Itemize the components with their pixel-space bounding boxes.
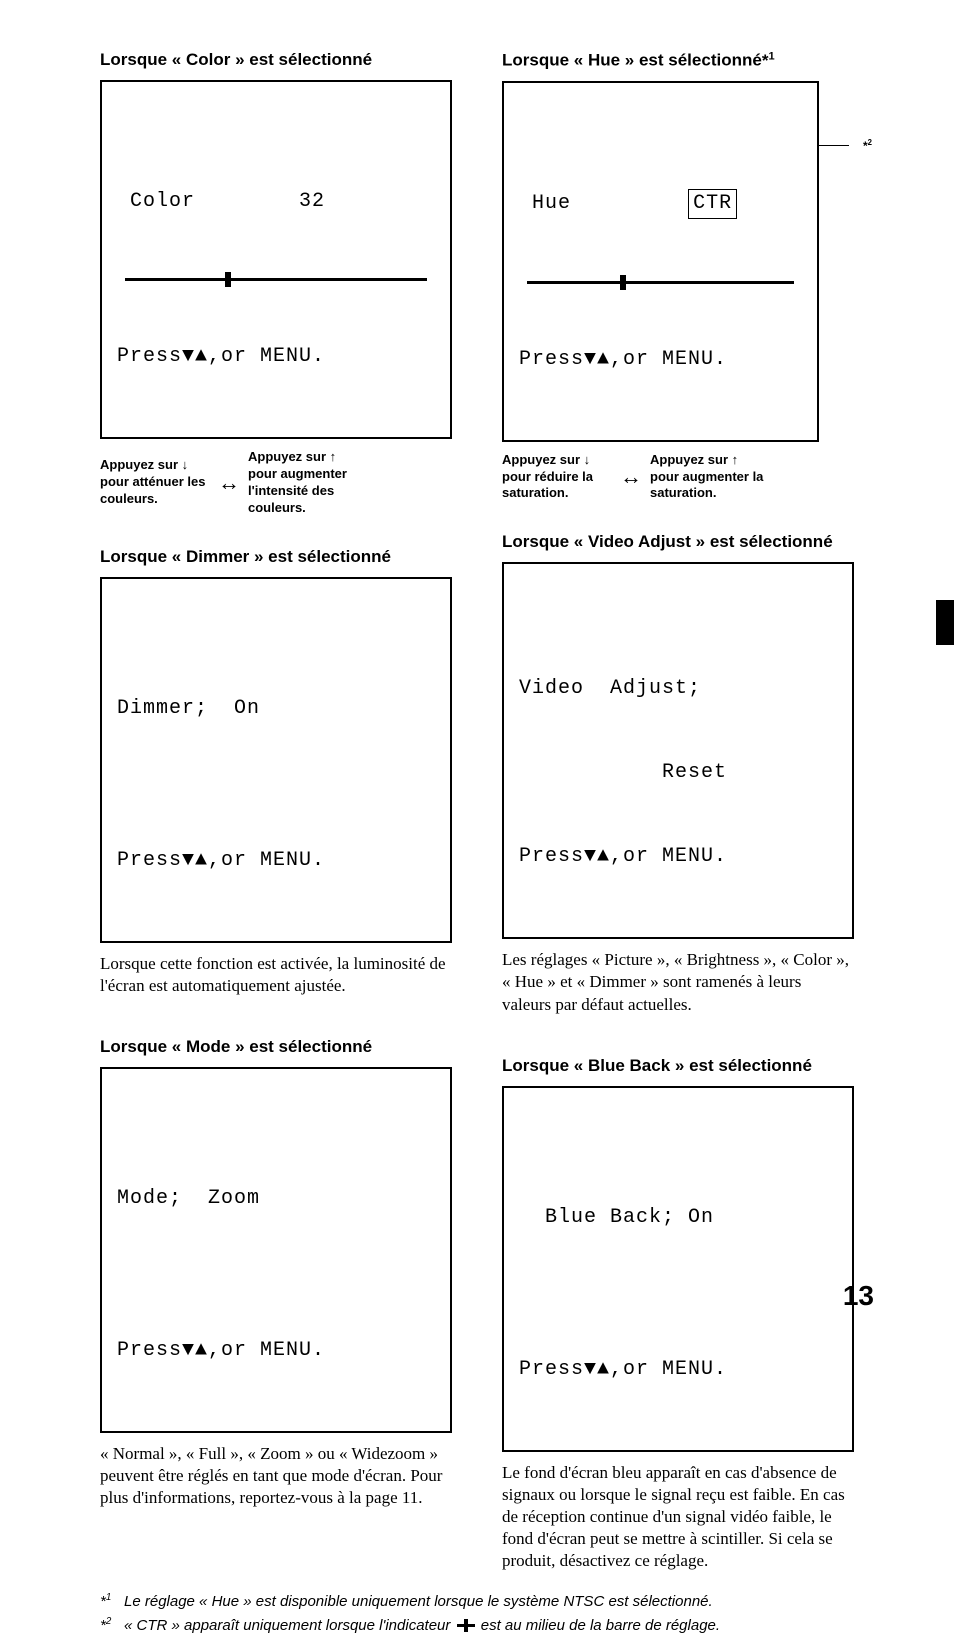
- hue-ctr-box: CTR: [688, 189, 737, 219]
- hue-title-suffix: *1: [762, 51, 775, 70]
- video-lcd-line1: Video Adjust;: [519, 675, 837, 703]
- hue-lcd-wrapper: Hue CTR Press▼▲,or MENU. *2: [502, 81, 854, 442]
- hue-title-text: Lorsque « Hue » est sélectionné: [502, 51, 762, 70]
- side-tab: [936, 600, 954, 645]
- slider-indicator-icon: [457, 1624, 475, 1627]
- color-instructions: Appuyez sur ↓ pour atténuer les couleurs…: [100, 449, 452, 517]
- mode-lcd-line: Mode; Zoom: [117, 1185, 435, 1213]
- video-lcd-line2: Reset: [519, 759, 837, 787]
- footnote-2-text: « CTR » apparaît uniquement lorsque l'in…: [124, 1616, 720, 1635]
- footnote-2: *2 « CTR » apparaît uniquement lorsque l…: [100, 1616, 854, 1635]
- two-column-layout: Lorsque « Color » est sélectionné Color …: [100, 50, 854, 1572]
- ctr-callout-line: [819, 145, 849, 146]
- color-lcd-row: Color 32: [117, 188, 435, 216]
- color-lcd-box: Color 32 Press▼▲,or MENU.: [100, 80, 452, 439]
- ctr-callout-label: *2: [863, 138, 872, 153]
- mode-lcd-press: Press▼▲,or MENU.: [117, 1337, 435, 1365]
- blue-section-title: Lorsque « Blue Back » est sélectionné: [502, 1056, 854, 1076]
- video-body-text: Les réglages « Picture », « Brightness »…: [502, 949, 854, 1015]
- footnote-1-mark: *1: [100, 1592, 124, 1612]
- hue-instr-right: Appuyez sur ↑ pour augmenter la saturati…: [650, 452, 770, 503]
- page-number: 13: [843, 1280, 874, 1312]
- blue-body-text: Le fond d'écran bleu apparaît en cas d'a…: [502, 1462, 854, 1572]
- hue-slider-thumb: [620, 275, 626, 290]
- harrow-icon: ↔: [620, 466, 642, 488]
- hue-instructions: Appuyez sur ↓ pour réduire la saturation…: [502, 452, 854, 503]
- hue-instr-left: Appuyez sur ↓ pour réduire la saturation…: [502, 452, 612, 503]
- video-lcd-box: Video Adjust; Reset Press▼▲,or MENU.: [502, 562, 854, 939]
- color-lcd-value: 32: [299, 190, 325, 213]
- hue-lcd-row: Hue CTR: [519, 189, 802, 219]
- hue-slider-track: [527, 281, 794, 284]
- harrow-icon: ↔: [218, 472, 240, 494]
- footnote-1: *1 Le réglage « Hue » est disponible uni…: [100, 1592, 854, 1612]
- hue-section-title: Lorsque « Hue » est sélectionné*1: [502, 50, 854, 71]
- dimmer-lcd-box: Dimmer; On Press▼▲,or MENU.: [100, 577, 452, 943]
- footnotes: *1 Le réglage « Hue » est disponible uni…: [100, 1592, 854, 1635]
- video-lcd-press: Press▼▲,or MENU.: [519, 843, 837, 871]
- right-column: Lorsque « Hue » est sélectionné*1 Hue CT…: [502, 50, 854, 1572]
- color-instr-right: Appuyez sur ↑ pour augmenter l'intensité…: [248, 449, 368, 517]
- video-section-title: Lorsque « Video Adjust » est sélectionné: [502, 532, 854, 552]
- left-column: Lorsque « Color » est sélectionné Color …: [100, 50, 452, 1572]
- color-section-title: Lorsque « Color » est sélectionné: [100, 50, 452, 70]
- dimmer-lcd-press: Press▼▲,or MENU.: [117, 847, 435, 875]
- hue-lcd-label: Hue: [532, 192, 571, 215]
- blue-lcd-box: Blue Back; On Press▼▲,or MENU.: [502, 1086, 854, 1452]
- blue-lcd-line: Blue Back; On: [545, 1206, 714, 1229]
- footnote-1-text: Le réglage « Hue » est disponible unique…: [124, 1592, 713, 1612]
- mode-section-title: Lorsque « Mode » est sélectionné: [100, 1037, 452, 1057]
- hue-lcd-box: Hue CTR Press▼▲,or MENU.: [502, 81, 819, 442]
- footnote-2-pre: « CTR » apparaît uniquement lorsque l'in…: [124, 1617, 455, 1634]
- dimmer-body-text: Lorsque cette fonction est activée, la l…: [100, 953, 452, 997]
- color-slider-thumb: [225, 272, 231, 287]
- dimmer-lcd-line: Dimmer; On: [117, 695, 435, 723]
- dimmer-section-title: Lorsque « Dimmer » est sélectionné: [100, 547, 452, 567]
- footnote-2-post: est au milieu de la barre de réglage.: [477, 1617, 720, 1634]
- color-slider-track: [125, 278, 427, 281]
- color-lcd-label: Color: [130, 190, 195, 213]
- footnote-2-mark: *2: [100, 1616, 124, 1635]
- mode-lcd-box: Mode; Zoom Press▼▲,or MENU.: [100, 1067, 452, 1433]
- color-instr-left: Appuyez sur ↓ pour atténuer les couleurs…: [100, 457, 210, 508]
- blue-lcd-press: Press▼▲,or MENU.: [519, 1356, 837, 1384]
- mode-body-text: « Normal », « Full », « Zoom » ou « Wide…: [100, 1443, 452, 1509]
